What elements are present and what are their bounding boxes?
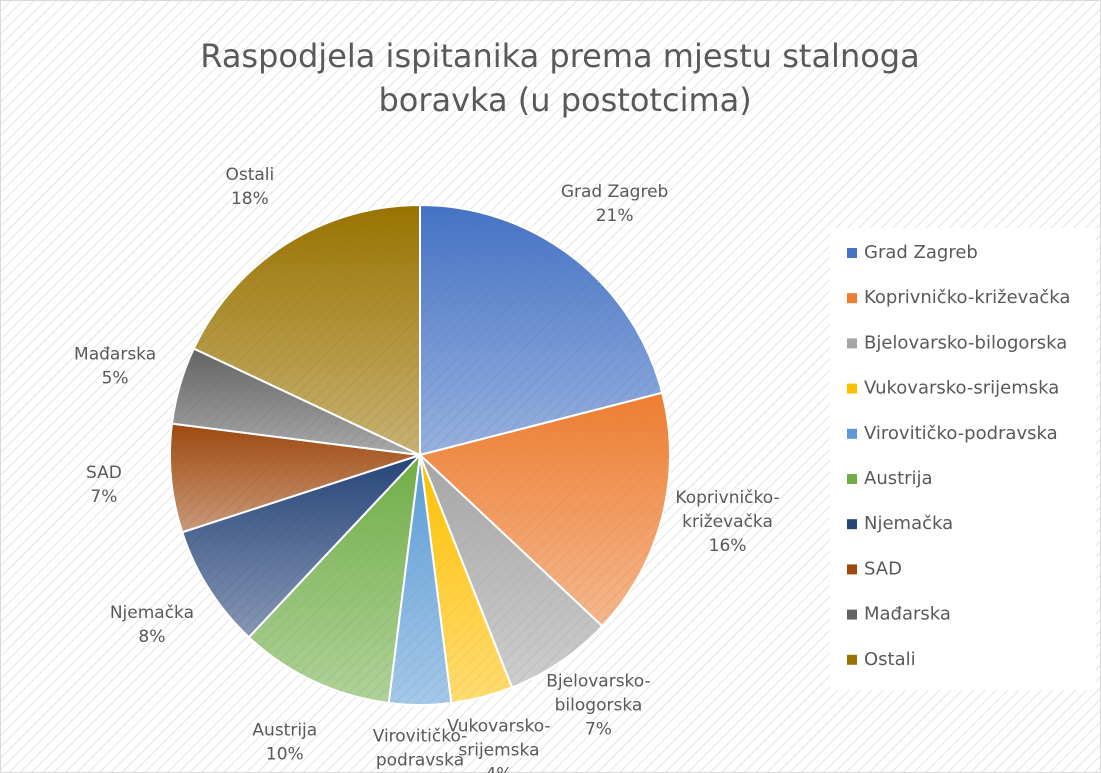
legend-label: Koprivničko-križevačka: [864, 287, 1070, 308]
data-label-name: SAD: [86, 463, 122, 483]
pie-slice: [419, 203, 664, 457]
legend-swatch: [847, 654, 857, 665]
data-label-value: 16%: [709, 536, 747, 556]
legend-box: [830, 228, 1096, 690]
legend-swatch: [847, 293, 857, 304]
legend-swatch: [847, 338, 857, 349]
legend-swatch: [847, 519, 857, 530]
legend-label: Mađarska: [864, 604, 951, 625]
legend-label: Bjelovarsko-bilogorska: [864, 332, 1067, 353]
data-label-value: 4%: [485, 765, 512, 773]
data-label-value: 10%: [266, 744, 304, 764]
data-label-name: Bjelovarsko-bilogorska: [546, 672, 650, 716]
legend-label: Virovitičko-podravska: [864, 423, 1058, 444]
legend-swatch: [847, 474, 857, 484]
data-label-value: 5%: [102, 368, 129, 388]
pie-slice: [419, 454, 604, 689]
legend-swatch: [847, 383, 857, 394]
data-label-name: Grad Zagreb: [561, 182, 669, 202]
data-label-value: 7%: [90, 487, 117, 507]
legend-label: Austrija: [864, 468, 933, 489]
data-label-name: Ostali: [225, 165, 274, 185]
legend-label: Ostali: [864, 649, 916, 670]
data-label-name: Vukovarsko-srijemska: [447, 717, 550, 761]
data-label-value: 7%: [585, 720, 612, 740]
data-label-name: Austrija: [252, 720, 317, 740]
legend-label: SAD: [864, 558, 902, 579]
legend-label: Vukovarsko-srijemska: [864, 378, 1059, 399]
legend-label: Grad Zagreb: [864, 242, 978, 263]
data-label-name: Virovitičko-podravska: [373, 727, 468, 771]
pie-slice: [192, 203, 421, 457]
data-label-name: Mađarska: [74, 344, 156, 364]
chart-title: Raspodjela ispitanika prema mjestu staln…: [200, 37, 919, 119]
pie-slice: [169, 422, 421, 534]
legend-swatch: [847, 428, 857, 439]
pie-slice: [247, 452, 422, 705]
legend-label: Njemačka: [864, 513, 953, 534]
data-label-name: Njemačka: [110, 603, 194, 623]
data-label-value: 18%: [231, 189, 269, 209]
pie-slice: [417, 391, 671, 628]
pie-slice: [180, 454, 421, 639]
data-label-value: 21%: [596, 206, 634, 226]
data-label-name: Koprivničko-križevačka: [675, 488, 779, 532]
legend-swatch: [847, 248, 857, 258]
data-label-value: 8%: [138, 627, 165, 647]
legend-swatch: [847, 609, 857, 620]
legend-swatch: [847, 564, 857, 575]
